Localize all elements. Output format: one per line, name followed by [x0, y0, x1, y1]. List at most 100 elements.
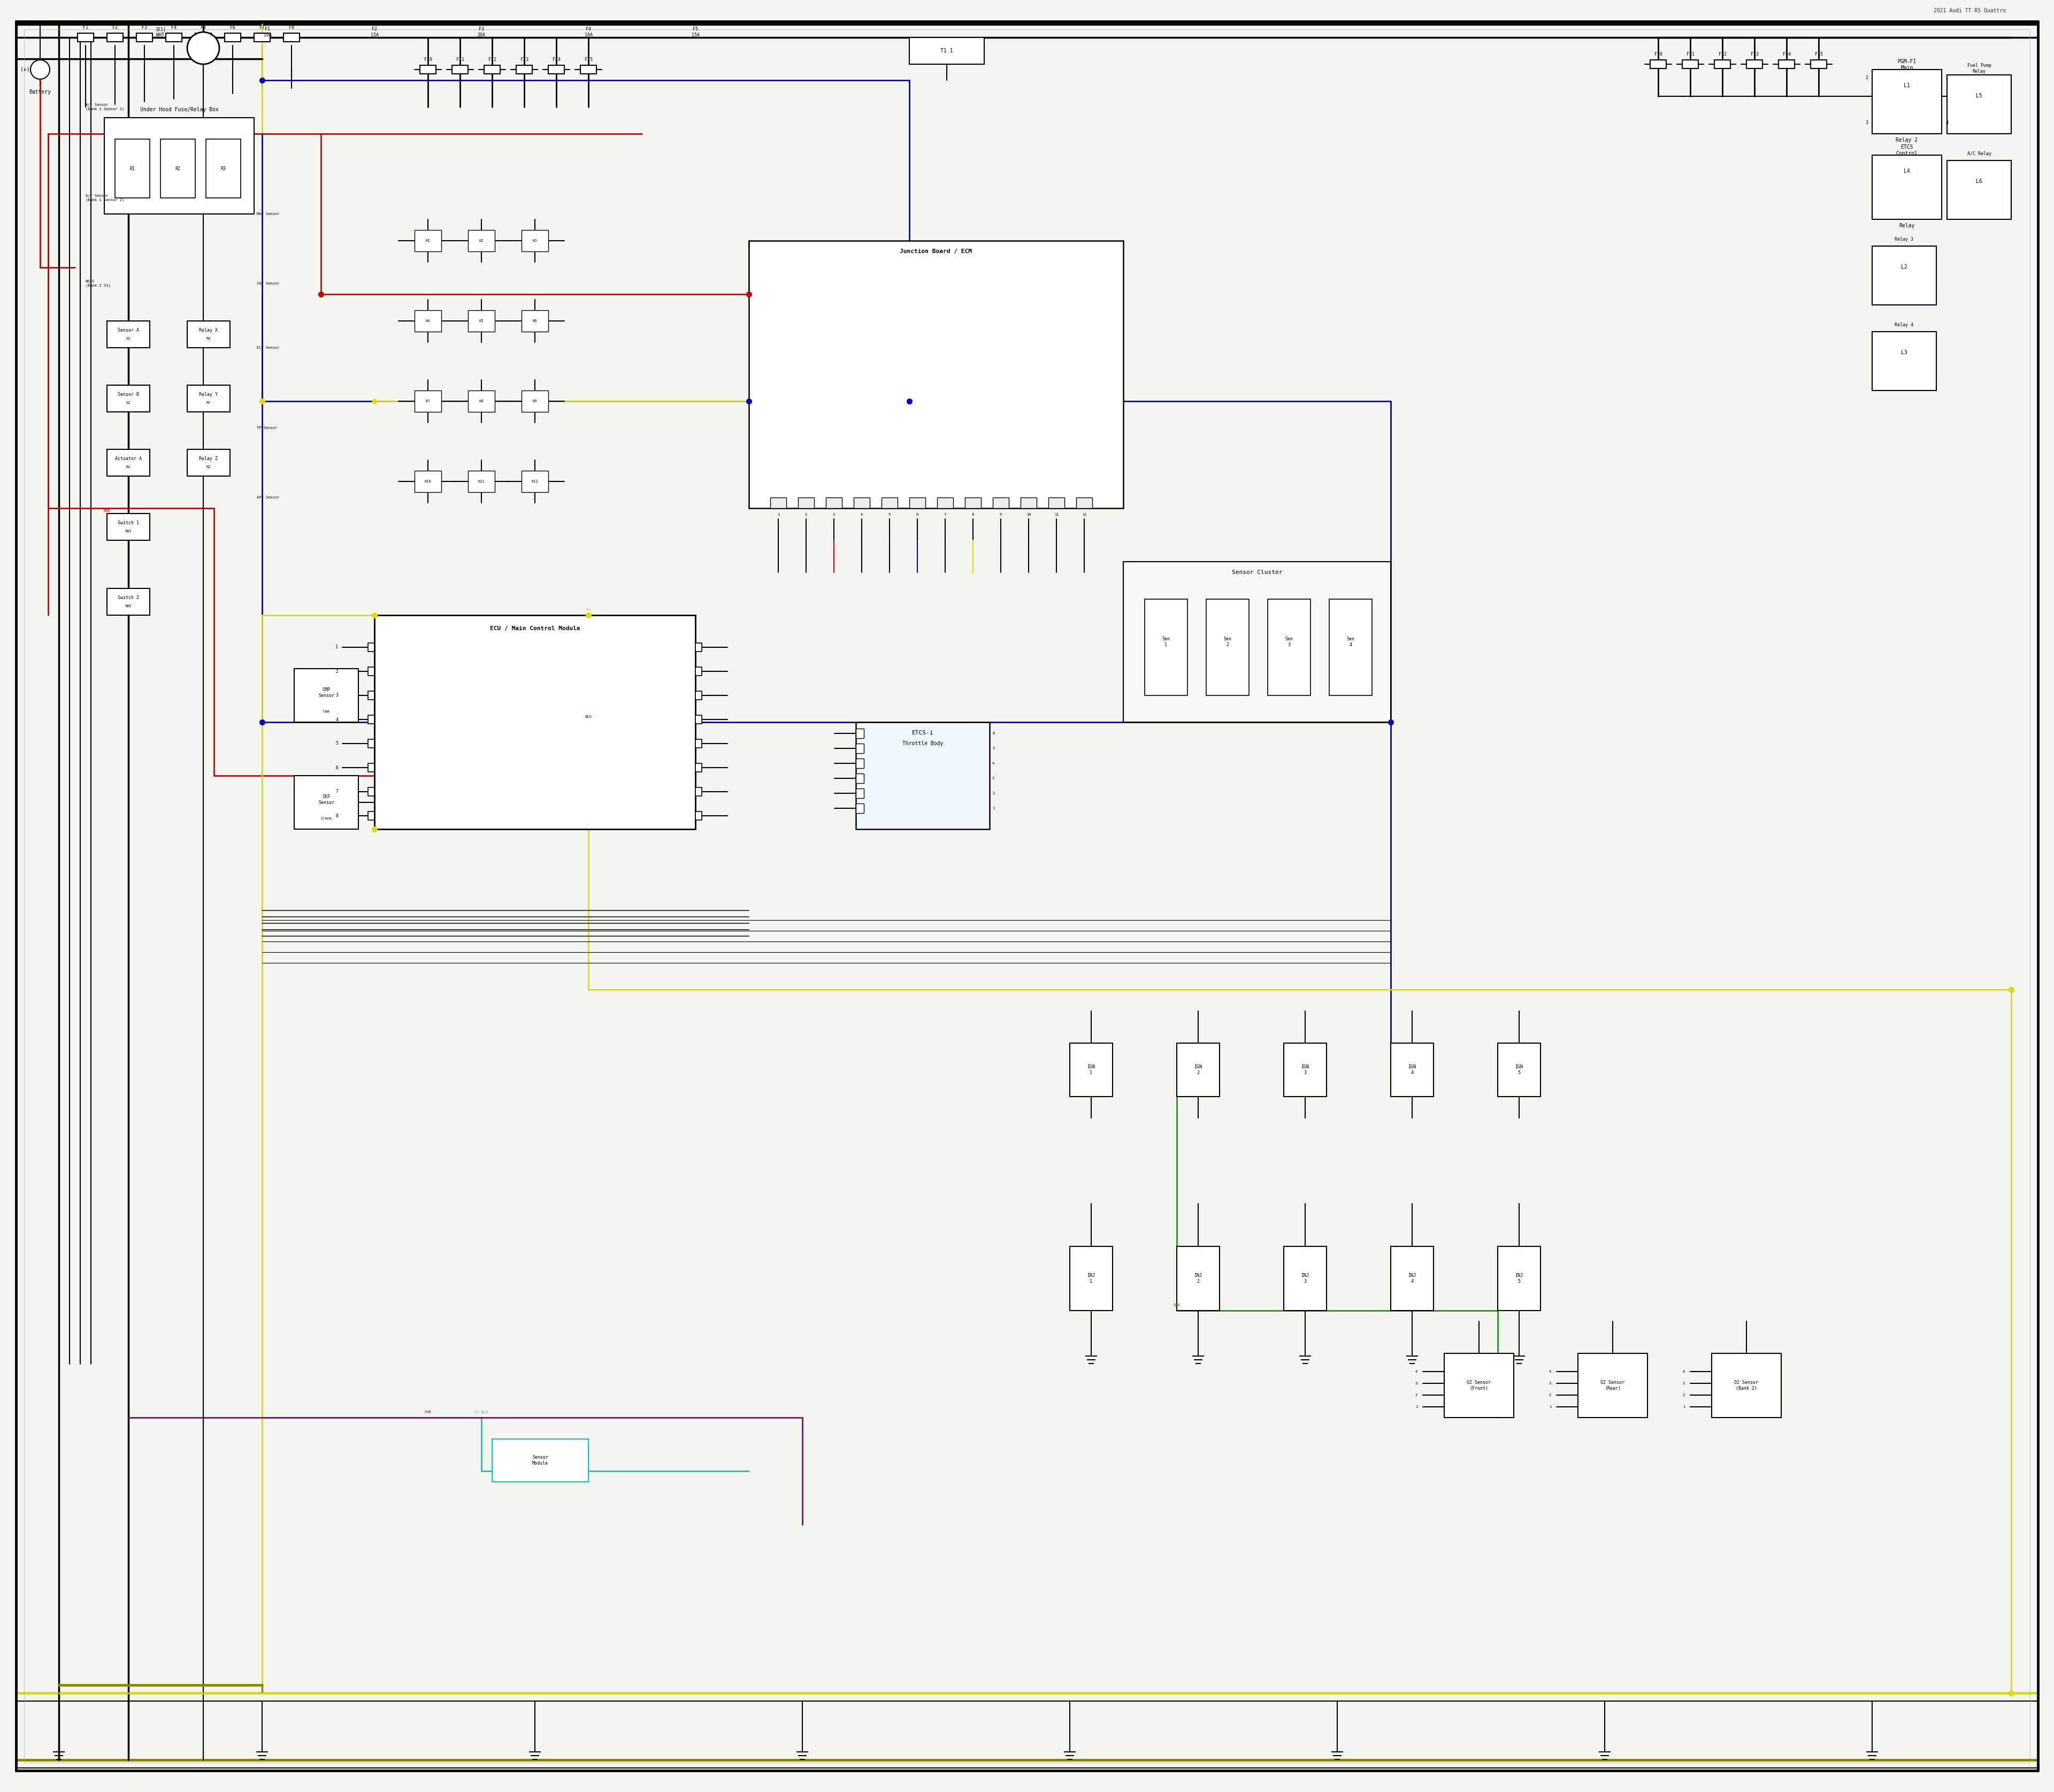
Text: TP Sensor: TP Sensor: [257, 426, 277, 430]
Bar: [1444, 1353, 1514, 1417]
Bar: [107, 321, 150, 348]
Text: Sen
2: Sen 2: [1224, 636, 1232, 647]
Text: BLU: BLU: [585, 715, 592, 719]
Bar: [1947, 75, 2011, 134]
Circle shape: [187, 32, 220, 65]
Text: 12: 12: [1082, 513, 1087, 516]
Text: 1: 1: [335, 645, 339, 650]
Text: PGM-FI: PGM-FI: [1898, 59, 1916, 65]
Bar: [696, 740, 702, 747]
Bar: [468, 310, 495, 332]
Bar: [368, 740, 374, 747]
Text: IGN
2: IGN 2: [1193, 1064, 1202, 1075]
Bar: [468, 229, 495, 251]
Bar: [187, 450, 230, 477]
Text: Sen
1: Sen 1: [1163, 636, 1171, 647]
Bar: [696, 787, 702, 796]
Text: 6: 6: [916, 513, 918, 516]
Bar: [107, 514, 150, 539]
Bar: [854, 498, 869, 509]
Bar: [1391, 1247, 1434, 1310]
Text: F23: F23: [520, 57, 528, 63]
Text: ETCS-i: ETCS-i: [912, 729, 933, 735]
Bar: [881, 498, 898, 509]
Bar: [294, 776, 357, 830]
Text: F24: F24: [553, 57, 561, 63]
Text: F21: F21: [456, 57, 464, 63]
Text: K7: K7: [425, 400, 429, 403]
Text: 1: 1: [1415, 1405, 1417, 1409]
Bar: [368, 692, 374, 699]
Text: 4: 4: [861, 513, 863, 516]
Text: R1: R1: [129, 167, 136, 170]
Bar: [1711, 1353, 1781, 1417]
Text: F33: F33: [1750, 52, 1758, 57]
Bar: [1497, 1247, 1540, 1310]
Text: HO2S
(Bank 2 S1): HO2S (Bank 2 S1): [86, 280, 111, 287]
Bar: [1048, 498, 1064, 509]
Text: 2: 2: [335, 668, 339, 674]
Text: 1: 1: [992, 806, 994, 810]
Text: F7: F7: [259, 25, 265, 30]
Bar: [750, 240, 1124, 509]
Text: 4: 4: [1415, 1369, 1417, 1373]
Text: 4: 4: [1945, 120, 1949, 125]
Text: Throttle Body: Throttle Body: [902, 740, 943, 745]
Text: F5
15A: F5 15A: [692, 27, 698, 38]
Bar: [452, 65, 468, 73]
Text: K6: K6: [532, 319, 538, 323]
Bar: [1746, 59, 1762, 68]
Text: 9: 9: [1000, 513, 1002, 516]
Text: Relay Y: Relay Y: [199, 392, 218, 396]
Text: SW2: SW2: [125, 604, 131, 607]
Text: K5: K5: [479, 319, 483, 323]
Bar: [696, 715, 702, 724]
Bar: [195, 34, 212, 41]
Text: 1: 1: [1945, 75, 1949, 81]
Bar: [368, 643, 374, 652]
Bar: [696, 692, 702, 699]
Text: Battery: Battery: [29, 90, 51, 95]
Text: 3: 3: [1682, 1382, 1684, 1385]
Bar: [1021, 498, 1037, 509]
Text: RX: RX: [205, 337, 212, 340]
Text: Sensor B: Sensor B: [117, 392, 140, 396]
Text: IGN
4: IGN 4: [1409, 1064, 1415, 1075]
Text: F35: F35: [1814, 52, 1822, 57]
Text: K12: K12: [532, 480, 538, 484]
Text: 2: 2: [1865, 75, 1869, 81]
Text: 3: 3: [335, 694, 339, 697]
Bar: [696, 667, 702, 676]
Text: INJ
5: INJ 5: [1516, 1274, 1524, 1283]
Text: 7: 7: [945, 513, 947, 516]
Text: K2: K2: [479, 238, 483, 242]
Circle shape: [31, 59, 49, 79]
Bar: [107, 450, 150, 477]
Bar: [1177, 1247, 1220, 1310]
Bar: [136, 34, 152, 41]
Text: 4: 4: [335, 717, 339, 722]
Text: Cam: Cam: [322, 710, 331, 713]
Text: Control: Control: [1896, 151, 1918, 156]
Bar: [415, 471, 442, 493]
Text: A/F Sensor
(Bank 1 Sensor 2): A/F Sensor (Bank 1 Sensor 2): [86, 194, 123, 201]
Bar: [1076, 498, 1093, 509]
Text: Switch 2: Switch 2: [117, 595, 140, 600]
Bar: [799, 498, 813, 509]
Text: 5: 5: [992, 747, 994, 751]
Bar: [160, 140, 195, 197]
Text: F8: F8: [290, 25, 294, 30]
Text: 2021 Audi TT RS Quattro: 2021 Audi TT RS Quattro: [1933, 7, 2007, 13]
Text: IGN
5: IGN 5: [1516, 1064, 1524, 1075]
Bar: [857, 758, 865, 769]
Text: R2: R2: [175, 167, 181, 170]
Text: K3: K3: [532, 238, 538, 242]
Bar: [770, 498, 787, 509]
Bar: [1577, 1353, 1647, 1417]
Text: Switch 1: Switch 1: [117, 520, 140, 525]
Bar: [965, 498, 982, 509]
Bar: [485, 65, 499, 73]
Text: Under Hood Fuse/Relay Box: Under Hood Fuse/Relay Box: [140, 108, 218, 113]
Bar: [1284, 1043, 1327, 1097]
Text: F30: F30: [1653, 52, 1662, 57]
